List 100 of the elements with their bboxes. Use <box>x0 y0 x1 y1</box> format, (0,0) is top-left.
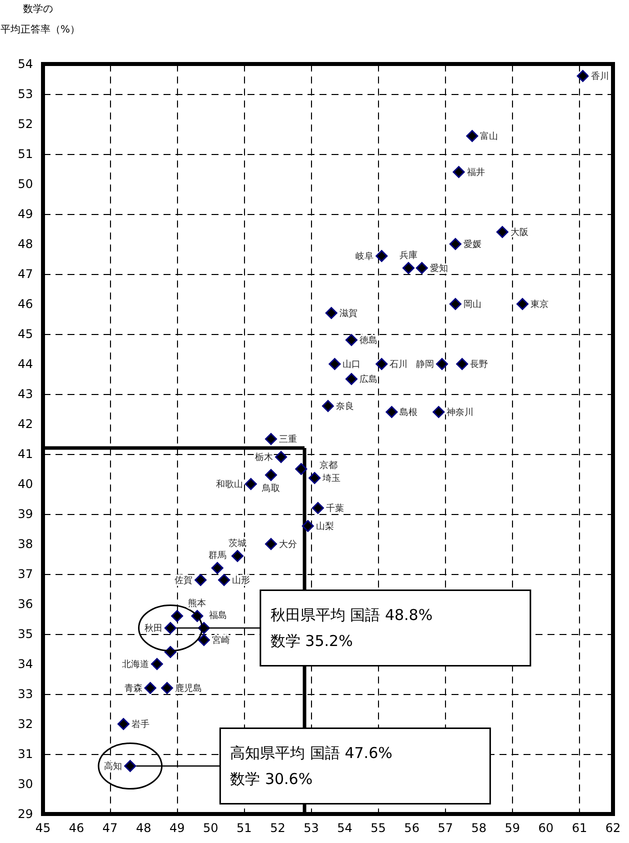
annotation: 福島 <box>208 610 227 621</box>
y-tick-label: 33 <box>18 687 33 701</box>
x-tick-label: 54 <box>337 821 352 835</box>
x-tick-label: 53 <box>304 821 319 835</box>
y-tick-label: 29 <box>18 807 33 821</box>
y-tick-label: 52 <box>18 117 33 131</box>
point <box>265 538 277 550</box>
x-tick-label: 46 <box>68 821 84 835</box>
annotation: 群馬 <box>208 550 226 561</box>
annotation: 石川 <box>390 359 408 370</box>
point <box>218 574 230 586</box>
annotation: 岡山 <box>463 299 482 310</box>
annotation: 熊本 <box>188 598 206 609</box>
point <box>436 358 448 370</box>
annotation: 和歌山 <box>216 479 243 490</box>
y-tick-label: 45 <box>18 327 33 341</box>
point <box>456 358 468 370</box>
point <box>376 358 388 370</box>
annotation: 青森 <box>124 683 142 694</box>
point <box>328 358 341 370</box>
point <box>302 520 314 532</box>
x-tick-label: 57 <box>438 821 453 835</box>
point <box>386 406 398 418</box>
point <box>244 478 257 490</box>
y-tick-label: 42 <box>18 417 33 431</box>
annotation: 埼玉 <box>322 473 341 484</box>
annotation: 富山 <box>480 131 498 142</box>
annotation: 高知県平均 国語 47.6% 数学 30.6% <box>230 744 392 788</box>
annotation: 三重 <box>279 434 297 445</box>
annotation: 鹿児島 <box>175 683 202 694</box>
point <box>312 502 324 514</box>
annotation: 徳島 <box>359 335 378 346</box>
annotation: 佐賀 <box>174 575 193 586</box>
annotation: 秋田県平均 国語 48.8% 数学 35.2% <box>270 606 433 650</box>
annotation: 奈良 <box>336 401 354 412</box>
x-tick-label: 56 <box>404 821 420 835</box>
point <box>516 298 528 310</box>
annotation: 宮崎 <box>212 635 230 646</box>
y-tick-label: 50 <box>18 177 33 191</box>
annotation: 京都 <box>320 460 338 471</box>
annotation: 長野 <box>470 359 488 370</box>
point <box>496 226 508 238</box>
annotation: 福井 <box>466 167 485 178</box>
annotation: 千葉 <box>326 503 344 514</box>
point <box>432 406 445 418</box>
x-tick-label: 61 <box>572 821 588 835</box>
x-tick-label: 45 <box>35 821 51 835</box>
annotation: 岐阜 <box>356 251 374 262</box>
point <box>576 70 589 82</box>
y-tick-label: 34 <box>18 657 33 671</box>
x-tick-label: 52 <box>270 821 286 835</box>
annotation: 鳥取 <box>261 483 280 494</box>
annotation: 広島 <box>359 374 378 385</box>
y-axis-title: 平均正答率（%） <box>0 24 80 36</box>
annotation: 静岡 <box>416 359 434 370</box>
x-tick-label: 47 <box>102 821 118 835</box>
y-tick-label: 51 <box>18 147 33 161</box>
point <box>345 334 358 346</box>
point <box>275 451 288 463</box>
annotation: 滋賀 <box>339 308 358 319</box>
point <box>402 262 414 274</box>
point <box>376 250 388 262</box>
text: 数学の <box>23 3 53 15</box>
point <box>117 718 130 730</box>
point <box>452 166 465 178</box>
point <box>211 562 224 574</box>
annotation: 兵庫 <box>399 250 418 261</box>
point <box>144 682 156 694</box>
y-tick-label: 49 <box>18 207 33 221</box>
point <box>198 634 210 646</box>
point <box>191 610 204 622</box>
y-tick-label: 38 <box>18 537 33 551</box>
point <box>124 760 136 772</box>
y-tick-label: 47 <box>18 267 33 281</box>
point <box>295 463 308 475</box>
point <box>308 472 321 484</box>
y-tick-label: 54 <box>18 57 33 71</box>
annotation: 山形 <box>232 575 250 586</box>
x-tick-label: 48 <box>136 821 152 835</box>
y-tick-label: 36 <box>18 597 33 611</box>
x-tick-label: 51 <box>236 821 252 835</box>
point <box>164 622 176 634</box>
y-tick-label: 39 <box>18 507 33 521</box>
y-tick-label: 37 <box>18 567 33 581</box>
annotation: 秋田 <box>144 623 162 634</box>
annotation: 神奈川 <box>446 407 474 418</box>
x-tick-label: 62 <box>605 821 621 835</box>
annotation: 北海道 <box>122 659 149 670</box>
annotation: 大阪 <box>510 227 528 238</box>
annotation: 山口 <box>342 359 361 370</box>
annotation: 高知 <box>104 761 122 772</box>
point <box>449 238 462 250</box>
annotation: 香川 <box>590 71 609 82</box>
annotation: 東京 <box>530 299 548 310</box>
annotation: 岩手 <box>131 719 150 730</box>
point <box>322 400 334 412</box>
annotation: 大分 <box>279 539 297 550</box>
x-tick-label: 50 <box>203 821 218 835</box>
annotation: 愛媛 <box>463 239 482 250</box>
y-tick-label: 30 <box>18 777 33 791</box>
